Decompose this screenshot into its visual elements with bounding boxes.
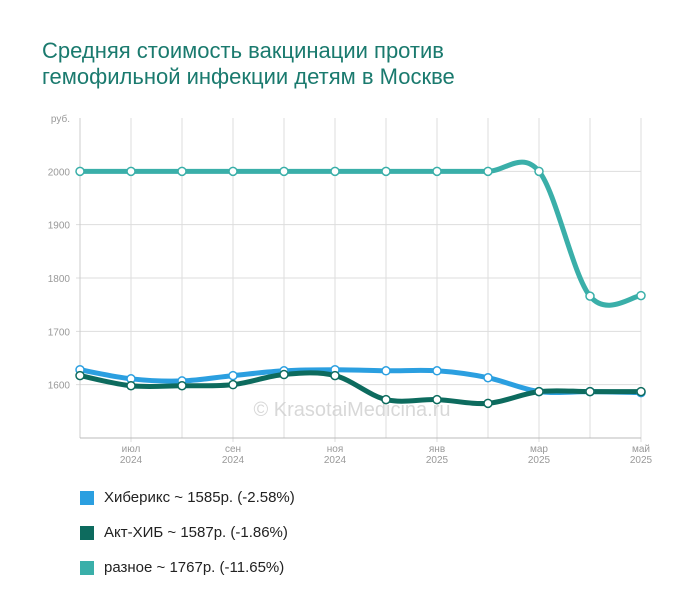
- point-marker: [279, 369, 289, 380]
- point-marker: [432, 366, 442, 376]
- point-marker: [330, 166, 340, 177]
- point-marker: [177, 166, 187, 177]
- legend-label: разное ~ 1767р. (-11.65%): [104, 559, 285, 576]
- legend-swatch: [80, 491, 94, 505]
- point-marker: [636, 386, 646, 397]
- point-marker: [534, 386, 544, 397]
- point-marker: [636, 290, 646, 301]
- point-marker: [228, 379, 238, 390]
- point-marker: [585, 291, 595, 301]
- y-tick-label: 1900: [48, 221, 71, 232]
- point-marker: [534, 166, 544, 177]
- point-marker: [75, 370, 85, 381]
- point-marker: [585, 386, 595, 397]
- x-tick-label: май 2025: [629, 444, 653, 466]
- point-marker: [432, 394, 442, 405]
- legend-swatch: [80, 526, 94, 540]
- series-line: [77, 159, 644, 308]
- legend-label: Хиберикс ~ 1585р. (-2.58%): [104, 489, 295, 506]
- point-marker: [228, 370, 238, 381]
- point-marker: [483, 166, 493, 177]
- point-marker: [126, 166, 136, 177]
- point-marker: [381, 394, 391, 405]
- x-tick-label: ноя 2024: [323, 444, 347, 466]
- y-tick-label: 2000: [48, 167, 71, 178]
- x-tick-label: янв 2025: [425, 444, 449, 466]
- point-marker: [177, 380, 187, 391]
- legend-label: Акт-ХИБ ~ 1587р. (-1.86%): [104, 524, 288, 541]
- y-tick-label: 1600: [48, 381, 71, 392]
- x-tick-label: июл 2024: [119, 444, 143, 466]
- point-marker: [483, 398, 493, 409]
- point-marker: [432, 166, 442, 177]
- point-marker: [228, 166, 238, 177]
- x-tick-label: мар 2025: [527, 444, 551, 466]
- y-axis-label: руб.: [51, 113, 70, 125]
- point-marker: [330, 370, 340, 381]
- chart-title: Средняя стоимость вакцинации против гемо…: [42, 38, 455, 89]
- y-tick-label: 1800: [48, 274, 71, 285]
- point-marker: [381, 366, 391, 376]
- y-tick-label: 1700: [48, 327, 71, 338]
- point-marker: [483, 372, 493, 383]
- point-marker: [381, 166, 391, 177]
- legend-swatch: [80, 561, 94, 575]
- point-marker: [279, 166, 289, 177]
- point-marker: [126, 380, 136, 391]
- x-tick-label: сен 2024: [221, 444, 245, 466]
- watermark: © KrasotaiMedicina.ru: [253, 399, 450, 421]
- point-marker: [75, 166, 85, 177]
